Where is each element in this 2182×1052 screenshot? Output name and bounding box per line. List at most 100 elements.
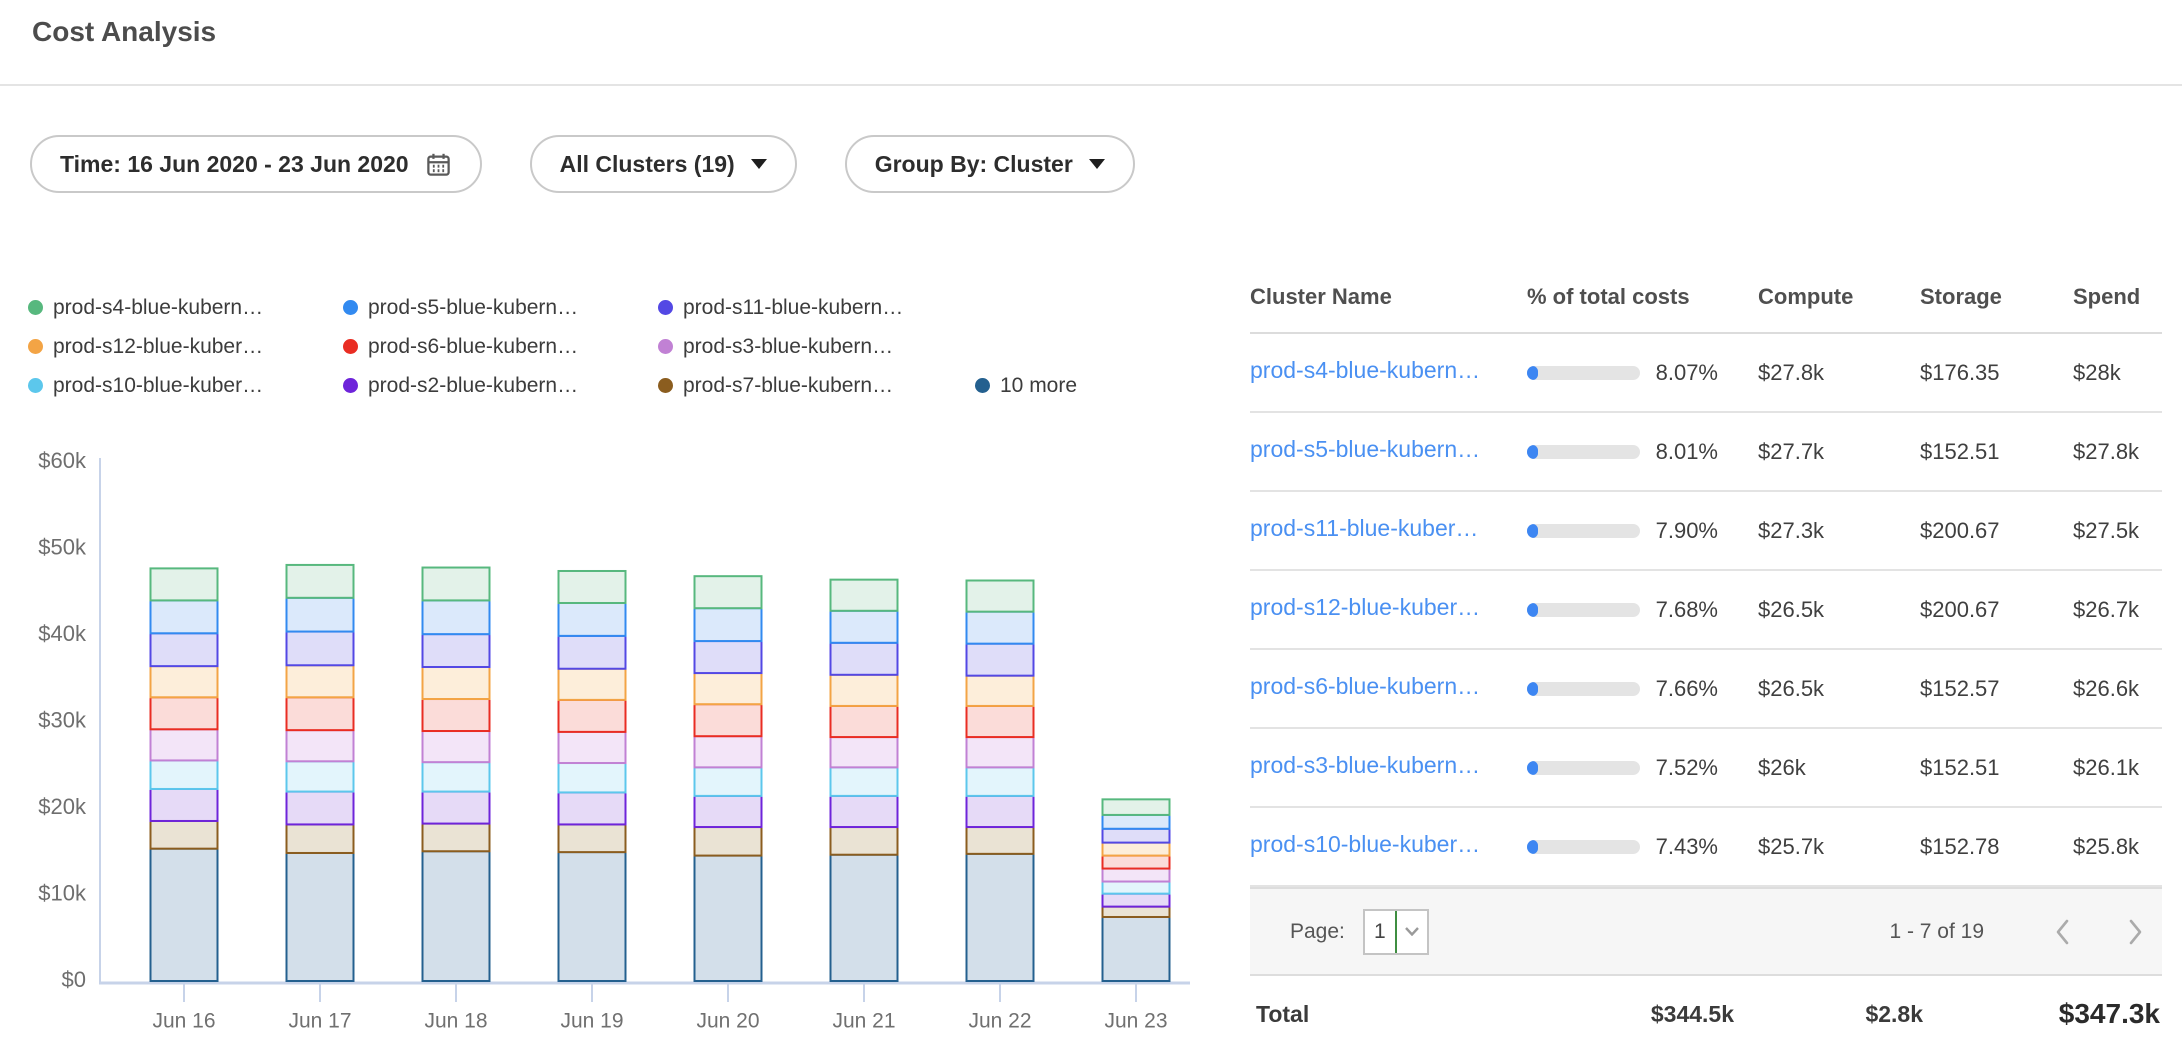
bar-segment[interactable] (285, 596, 355, 633)
bar-segment[interactable] (829, 704, 899, 739)
bar-segment[interactable] (1101, 892, 1171, 908)
cluster-link[interactable]: prod-s12-blue-kuber… (1250, 593, 1481, 620)
bar-segment[interactable] (693, 607, 763, 643)
bar-segment[interactable] (557, 762, 627, 794)
bar-segment[interactable] (1101, 854, 1171, 870)
bar-segment[interactable] (421, 666, 491, 701)
bar-segment[interactable] (149, 759, 219, 790)
bar-segment[interactable] (285, 563, 355, 599)
bar-segment[interactable] (421, 822, 491, 853)
cluster-link[interactable]: prod-s3-blue-kubern… (1250, 751, 1481, 778)
legend-item[interactable]: prod-s12-blue-kuber… (28, 327, 343, 366)
bar-segment[interactable] (285, 696, 355, 732)
bar-segment[interactable] (693, 735, 763, 769)
bar-segment[interactable] (557, 667, 627, 701)
bar-segment[interactable] (1101, 867, 1171, 883)
bar-segment[interactable] (829, 641, 899, 676)
cluster-link[interactable]: prod-s4-blue-kubern… (1250, 356, 1481, 383)
bar-segment[interactable] (965, 610, 1035, 645)
bar-segment[interactable] (557, 698, 627, 733)
bar-segment[interactable] (829, 736, 899, 769)
bar-segment[interactable] (421, 633, 491, 669)
bar-segment[interactable] (557, 730, 627, 765)
cluster-link[interactable]: prod-s10-blue-kuber… (1250, 830, 1481, 857)
bar-segment[interactable] (693, 640, 763, 675)
cluster-link[interactable]: prod-s6-blue-kubern… (1250, 672, 1481, 699)
bar-segment[interactable] (557, 851, 627, 982)
cluster-link[interactable]: prod-s11-blue-kuber… (1250, 514, 1479, 541)
bar-segment[interactable] (557, 823, 627, 854)
bar-segment[interactable] (285, 790, 355, 826)
bar-segment[interactable] (285, 851, 355, 983)
bar-segment[interactable] (149, 847, 219, 982)
bar-segment[interactable] (1101, 880, 1171, 895)
bar-segment[interactable] (829, 578, 899, 612)
bar-segment[interactable] (693, 794, 763, 829)
next-page-button[interactable] (2127, 917, 2144, 947)
bar-segment[interactable] (693, 703, 763, 738)
clusters-filter-button[interactable]: All Clusters (19) (529, 135, 797, 193)
bar-segment[interactable] (421, 599, 491, 636)
bar-segment[interactable] (1101, 813, 1171, 830)
legend-item[interactable]: prod-s7-blue-kubern… (658, 366, 973, 405)
bar-segment[interactable] (285, 823, 355, 854)
bar-segment[interactable] (965, 642, 1035, 677)
bar-segment[interactable] (965, 766, 1035, 797)
bar-segment[interactable] (1101, 841, 1171, 857)
bar-segment[interactable] (1101, 905, 1171, 918)
bar-segment[interactable] (285, 729, 355, 763)
bar-segment[interactable] (1101, 798, 1171, 816)
bar-segment[interactable] (693, 826, 763, 857)
bar-segment[interactable] (421, 790, 491, 825)
bar-segment[interactable] (965, 579, 1035, 613)
bar-segment[interactable] (965, 826, 1035, 855)
legend-item[interactable]: 10 more (973, 366, 1077, 405)
previous-page-button[interactable] (2054, 917, 2071, 947)
time-range-filter-button[interactable]: Time: 16 Jun 2020 - 23 Jun 2020 (30, 135, 482, 193)
bar-segment[interactable] (829, 609, 899, 644)
bar-segment[interactable] (965, 794, 1035, 829)
legend-item[interactable]: prod-s10-blue-kuber… (28, 366, 343, 405)
bar-segment[interactable] (149, 665, 219, 699)
bar-segment[interactable] (149, 567, 219, 602)
bar-segment[interactable] (557, 791, 627, 826)
bar-segment[interactable] (285, 630, 355, 667)
bar-segment[interactable] (965, 852, 1035, 982)
legend-item[interactable]: prod-s11-blue-kubern… (658, 288, 973, 327)
bar-segment[interactable] (149, 787, 219, 822)
bar-segment[interactable] (693, 672, 763, 706)
bar-segment[interactable] (965, 704, 1035, 739)
bar-segment[interactable] (965, 674, 1035, 707)
bar-segment[interactable] (1101, 827, 1171, 844)
bar-segment[interactable] (421, 566, 491, 602)
bar-segment[interactable] (285, 664, 355, 699)
bar-segment[interactable] (829, 826, 899, 856)
page-select[interactable]: 1 (1362, 908, 1429, 955)
bar-segment[interactable] (421, 730, 491, 764)
bar-segment[interactable] (829, 673, 899, 707)
cluster-link[interactable]: prod-s5-blue-kubern… (1250, 435, 1481, 462)
bar-segment[interactable] (693, 766, 763, 797)
group-by-filter-button[interactable]: Group By: Cluster (844, 135, 1135, 193)
bar-segment[interactable] (285, 760, 355, 793)
legend-item[interactable]: prod-s6-blue-kubern… (343, 327, 658, 366)
legend-item[interactable]: prod-s4-blue-kubern… (28, 288, 343, 327)
bar-segment[interactable] (557, 601, 627, 637)
bar-segment[interactable] (829, 853, 899, 982)
bar-segment[interactable] (829, 766, 899, 797)
bar-segment[interactable] (693, 575, 763, 610)
legend-item[interactable]: prod-s5-blue-kubern… (343, 288, 658, 327)
bar-segment[interactable] (421, 850, 491, 982)
bar-segment[interactable] (421, 761, 491, 793)
bar-segment[interactable] (1101, 915, 1171, 982)
legend-item[interactable]: prod-s3-blue-kubern… (658, 327, 973, 366)
bar-segment[interactable] (421, 698, 491, 733)
bar-segment[interactable] (829, 794, 899, 829)
bar-segment[interactable] (149, 696, 219, 731)
bar-segment[interactable] (693, 854, 763, 983)
bar-segment[interactable] (149, 599, 219, 635)
bar-segment[interactable] (965, 736, 1035, 769)
bar-segment[interactable] (149, 632, 219, 668)
bar-segment[interactable] (557, 569, 627, 604)
bar-segment[interactable] (557, 634, 627, 670)
